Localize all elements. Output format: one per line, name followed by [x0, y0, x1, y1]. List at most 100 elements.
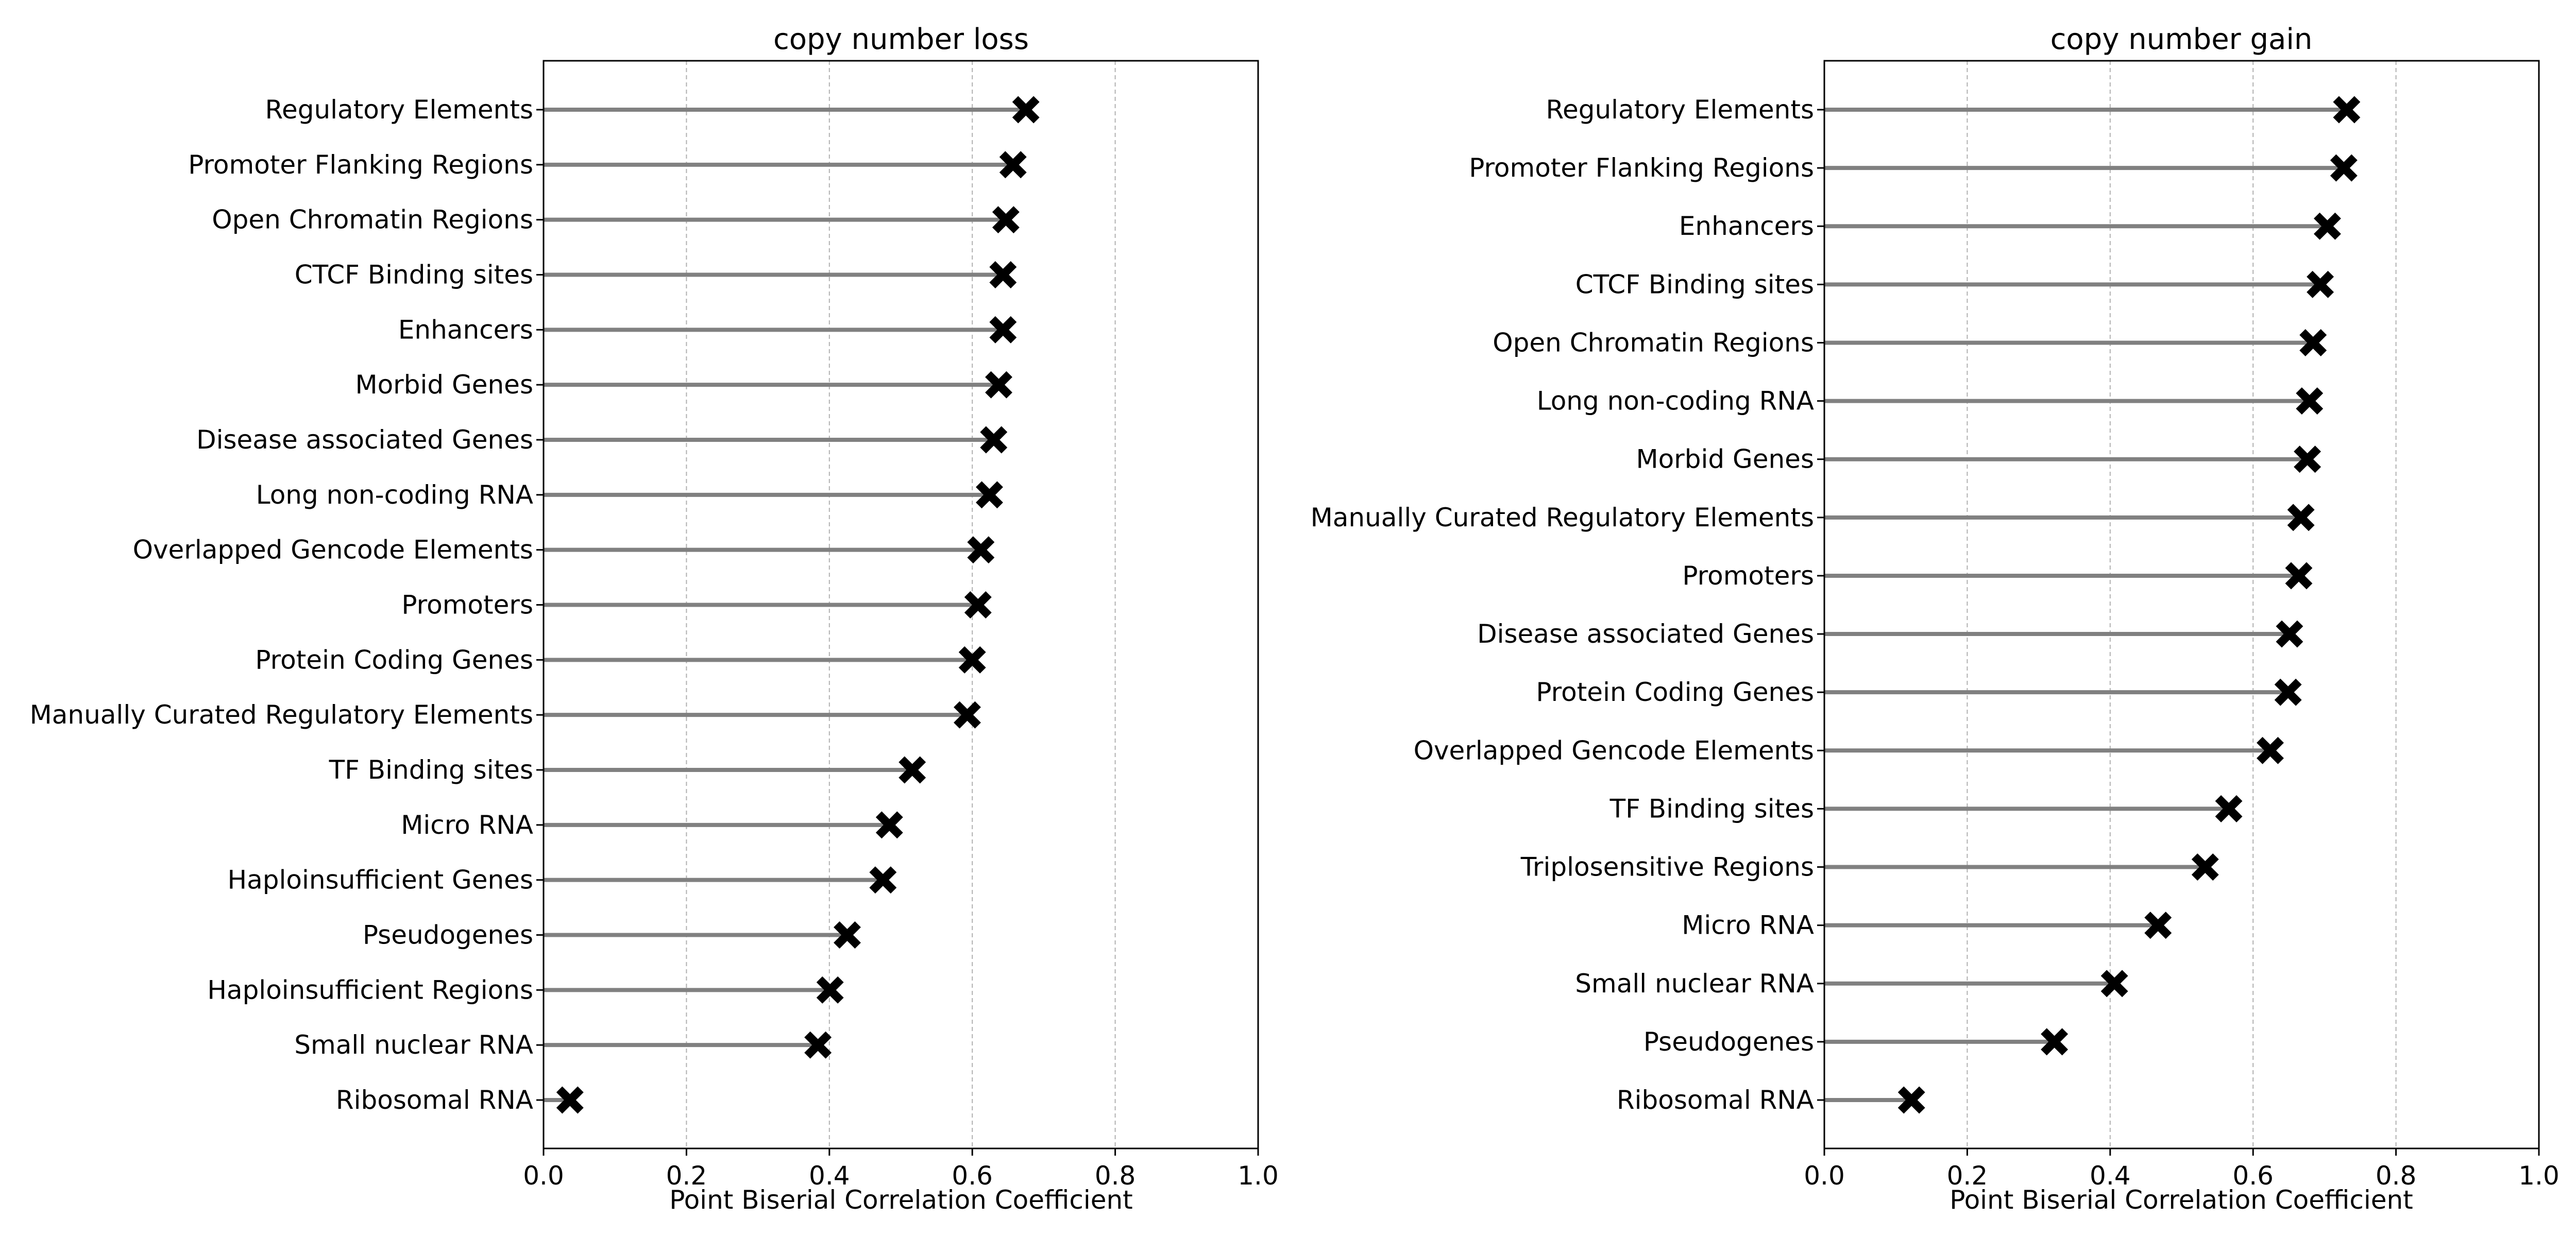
y-tick-label: Open Chromatin Regions [212, 205, 533, 235]
y-tick-label: Morbid Genes [1636, 444, 1814, 474]
y-tick-label: CTCF Binding sites [295, 260, 533, 290]
y-tick-label: Enhancers [398, 315, 533, 345]
x-marker [958, 646, 986, 674]
y-tick-label: Ribosomal RNA [336, 1085, 533, 1115]
x-tick-label: 1.0 [1238, 1161, 1279, 1191]
x-marker [869, 866, 897, 894]
x-tick-label: 0.6 [952, 1161, 993, 1191]
x-marker [899, 756, 926, 784]
lollipop-markers [1897, 96, 2361, 1114]
x-tick-label: 0.2 [1947, 1161, 1988, 1191]
y-tick-label: Small nuclear RNA [1575, 969, 1814, 999]
y-tick-label: Micro RNA [401, 810, 533, 840]
x-tick-label: 0.6 [2232, 1161, 2274, 1191]
x-marker [834, 921, 861, 949]
x-axis-label: Point Biserial Correlation Coefficient [669, 1185, 1133, 1215]
x-tick-label: 0.8 [2376, 1161, 2417, 1191]
y-tick-label: Overlapped Gencode Elements [1414, 735, 1814, 765]
y-tick-label: Enhancers [1679, 211, 1814, 241]
y-tick-label: Micro RNA [1682, 911, 1814, 940]
y-tick-label: Morbid Genes [355, 370, 533, 400]
x-tick-label: 0.2 [666, 1161, 707, 1191]
x-marker [954, 701, 981, 729]
y-tick-label: Promoters [1682, 561, 1814, 591]
x-tick-label: 1.0 [2518, 1161, 2560, 1191]
x-marker [2313, 212, 2341, 240]
x-axis-label: Point Biserial Correlation Coefficient [1950, 1185, 2413, 1215]
y-tick-label: Regulatory Elements [1546, 95, 1814, 125]
x-tick-label: 0.0 [523, 1161, 564, 1191]
x-marker [967, 536, 995, 564]
y-tick-label: Disease associated Genes [196, 425, 533, 455]
y-tick-label: Long non-coding RNA [256, 480, 533, 510]
x-tick-label: 0.0 [1804, 1161, 1845, 1191]
y-tick-label: TF Binding sites [1609, 794, 1814, 823]
y-ticks: Regulatory Elements Promoter Flanking Reg… [1311, 95, 1824, 1115]
x-marker [999, 151, 1027, 179]
x-marker [2257, 736, 2284, 764]
x-tick-label: 0.4 [809, 1161, 850, 1191]
y-tick-label: Regulatory Elements [265, 95, 533, 125]
y-tick-label: Pseudogenes [363, 920, 533, 950]
chart-title: copy number gain [2050, 23, 2313, 56]
x-marker [976, 481, 1003, 509]
x-marker [989, 261, 1017, 288]
y-tick-label: CTCF Binding sites [1575, 269, 1814, 299]
x-marker [989, 316, 1017, 344]
x-marker [980, 426, 1008, 454]
x-marker [2299, 329, 2327, 356]
x-tick-label: 0.4 [2090, 1161, 2131, 1191]
y-tick-label: Overlapped Gencode Elements [133, 535, 533, 565]
y-tick-label: Protein Coding Genes [1536, 677, 1814, 707]
y-tick-label: Haploinsufficient Regions [207, 975, 533, 1005]
y-tick-label: Manually Curated Regulatory Elements [1311, 503, 1814, 533]
y-tick-label: Small nuclear RNA [294, 1030, 533, 1060]
x-marker [2276, 620, 2303, 648]
x-ticks: 0.0 0.2 0.4 0.6 0.8 1.0 [1804, 1148, 2560, 1191]
x-marker [2330, 154, 2358, 182]
x-marker [964, 591, 992, 619]
x-marker [2294, 445, 2321, 473]
x-marker [804, 1031, 832, 1059]
y-tick-label: Protein Coding Genes [255, 645, 533, 675]
x-marker [1897, 1086, 1925, 1114]
x-marker [2333, 96, 2361, 124]
y-ticks: Regulatory Elements Promoter Flanking Reg… [30, 95, 544, 1115]
x-marker [992, 206, 1020, 234]
x-marker [875, 811, 903, 839]
x-marker [985, 371, 1012, 399]
y-tick-label: Triplosensitive Regions [1520, 852, 1814, 882]
x-marker [2041, 1028, 2069, 1056]
x-marker [556, 1086, 584, 1114]
y-tick-label: TF Binding sites [329, 755, 533, 785]
y-tick-label: Promoter Flanking Regions [188, 150, 533, 180]
x-marker [2100, 970, 2128, 998]
x-marker [2307, 270, 2334, 298]
x-marker [1012, 96, 1040, 124]
lollipop-stems [1824, 108, 2347, 1102]
y-tick-label: Open Chromatin Regions [1493, 328, 1814, 357]
y-tick-label: Ribosomal RNA [1617, 1085, 1814, 1115]
y-tick-label: Pseudogenes [1643, 1027, 1814, 1057]
x-marker [816, 976, 844, 1004]
x-gridlines [1967, 61, 2397, 1148]
x-marker [2191, 853, 2219, 881]
panel-copy-number-gain: copy number gain Regulatory Elements Prom… [1311, 23, 2560, 1215]
plot-frame [1823, 60, 2540, 1149]
y-tick-label: Disease associated Genes [1477, 619, 1814, 649]
y-tick-label: Haploinsufficient Genes [228, 865, 533, 895]
y-tick-label: Long non-coding RNA [1537, 386, 1814, 416]
x-marker [2285, 562, 2313, 590]
x-tick-label: 0.8 [1095, 1161, 1136, 1191]
y-tick-label: Promoters [401, 590, 533, 620]
x-marker [2296, 387, 2324, 415]
y-tick-label: Manually Curated Regulatory Elements [30, 700, 533, 730]
panel-copy-number-loss: copy number loss Regulatory Elements Prom… [30, 23, 1279, 1215]
x-marker [2274, 678, 2302, 706]
x-marker [2215, 795, 2243, 822]
x-marker [2287, 504, 2315, 531]
x-marker [2144, 912, 2172, 939]
y-tick-label: Promoter Flanking Regions [1469, 153, 1814, 183]
